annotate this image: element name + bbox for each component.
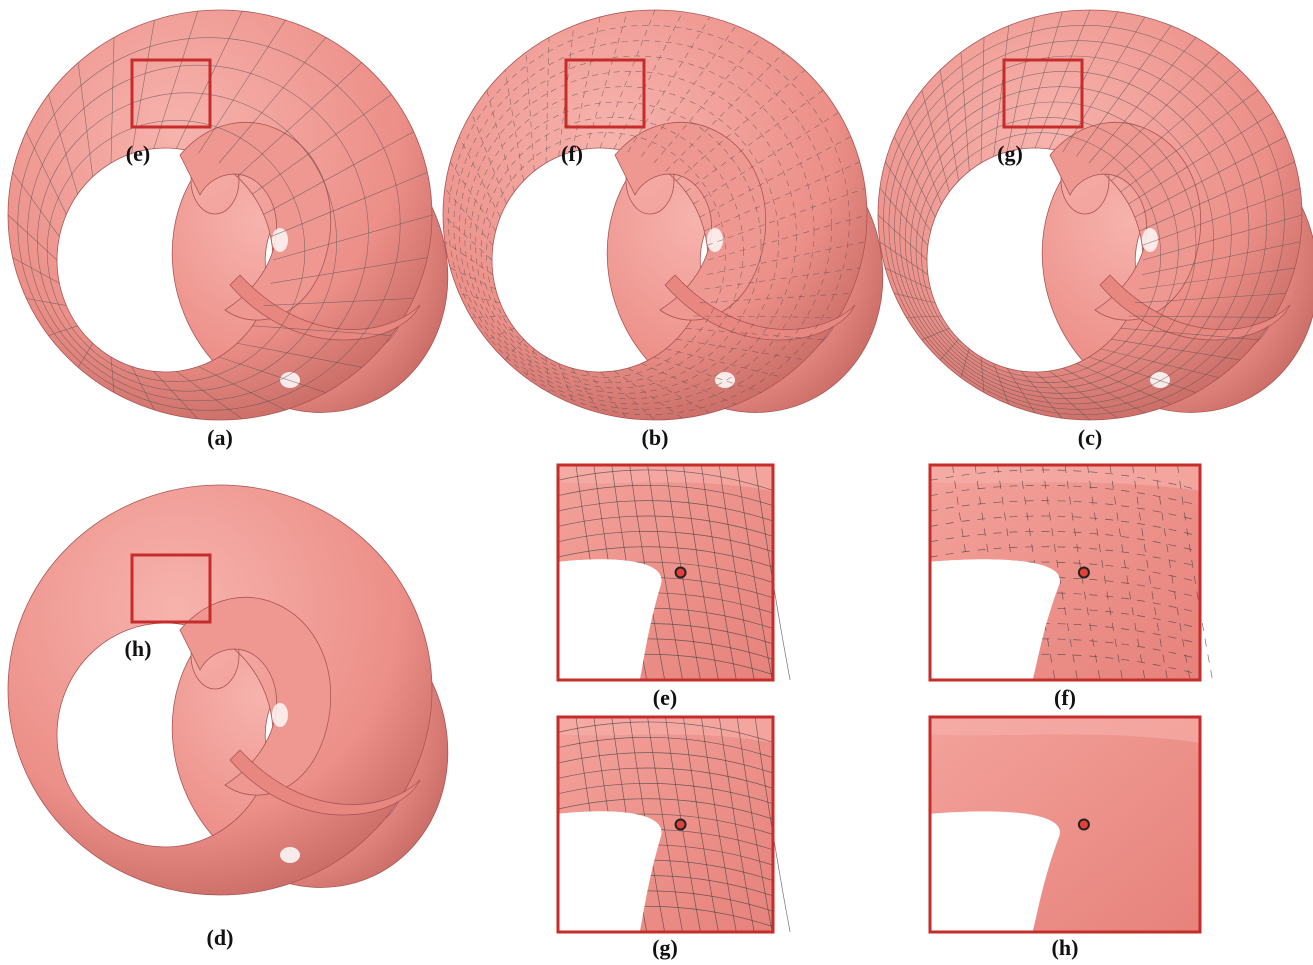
panel-label: (g) (997, 141, 1023, 166)
panel-label: (h) (125, 636, 152, 661)
highlight (707, 228, 723, 252)
panel-label: (f) (1054, 685, 1076, 710)
surface-render (878, 10, 1313, 458)
zoom-panel (930, 465, 1213, 680)
panel-label: (c) (1078, 425, 1102, 450)
figure: (e) (f) (g) (h) (a) (b) (c) (d) (e) (f) (g) (h) (0, 0, 1313, 965)
highlight (272, 228, 288, 252)
vertex-marker (676, 568, 686, 578)
panel-label: (d) (207, 925, 234, 950)
surface-render (8, 10, 496, 458)
zoom-panel (930, 717, 1200, 932)
panel-label: (a) (207, 425, 233, 450)
zoom-panel (558, 465, 790, 680)
vertex-marker (1079, 820, 1089, 830)
panel-label: (b) (642, 425, 669, 450)
panel-label: (g) (652, 935, 678, 960)
highlight (715, 372, 735, 388)
zoom-panel (558, 717, 790, 932)
surface-render (8, 485, 496, 933)
highlight (280, 847, 300, 863)
panel-label: (f) (561, 141, 583, 166)
panel-label: (e) (653, 685, 677, 710)
highlight (272, 703, 288, 727)
vertex-marker (676, 820, 686, 830)
panel-label: (e) (126, 141, 150, 166)
panel-label: (h) (1052, 935, 1079, 960)
vertex-marker (1079, 568, 1089, 578)
highlight (1142, 228, 1158, 252)
surface-render (443, 10, 931, 458)
